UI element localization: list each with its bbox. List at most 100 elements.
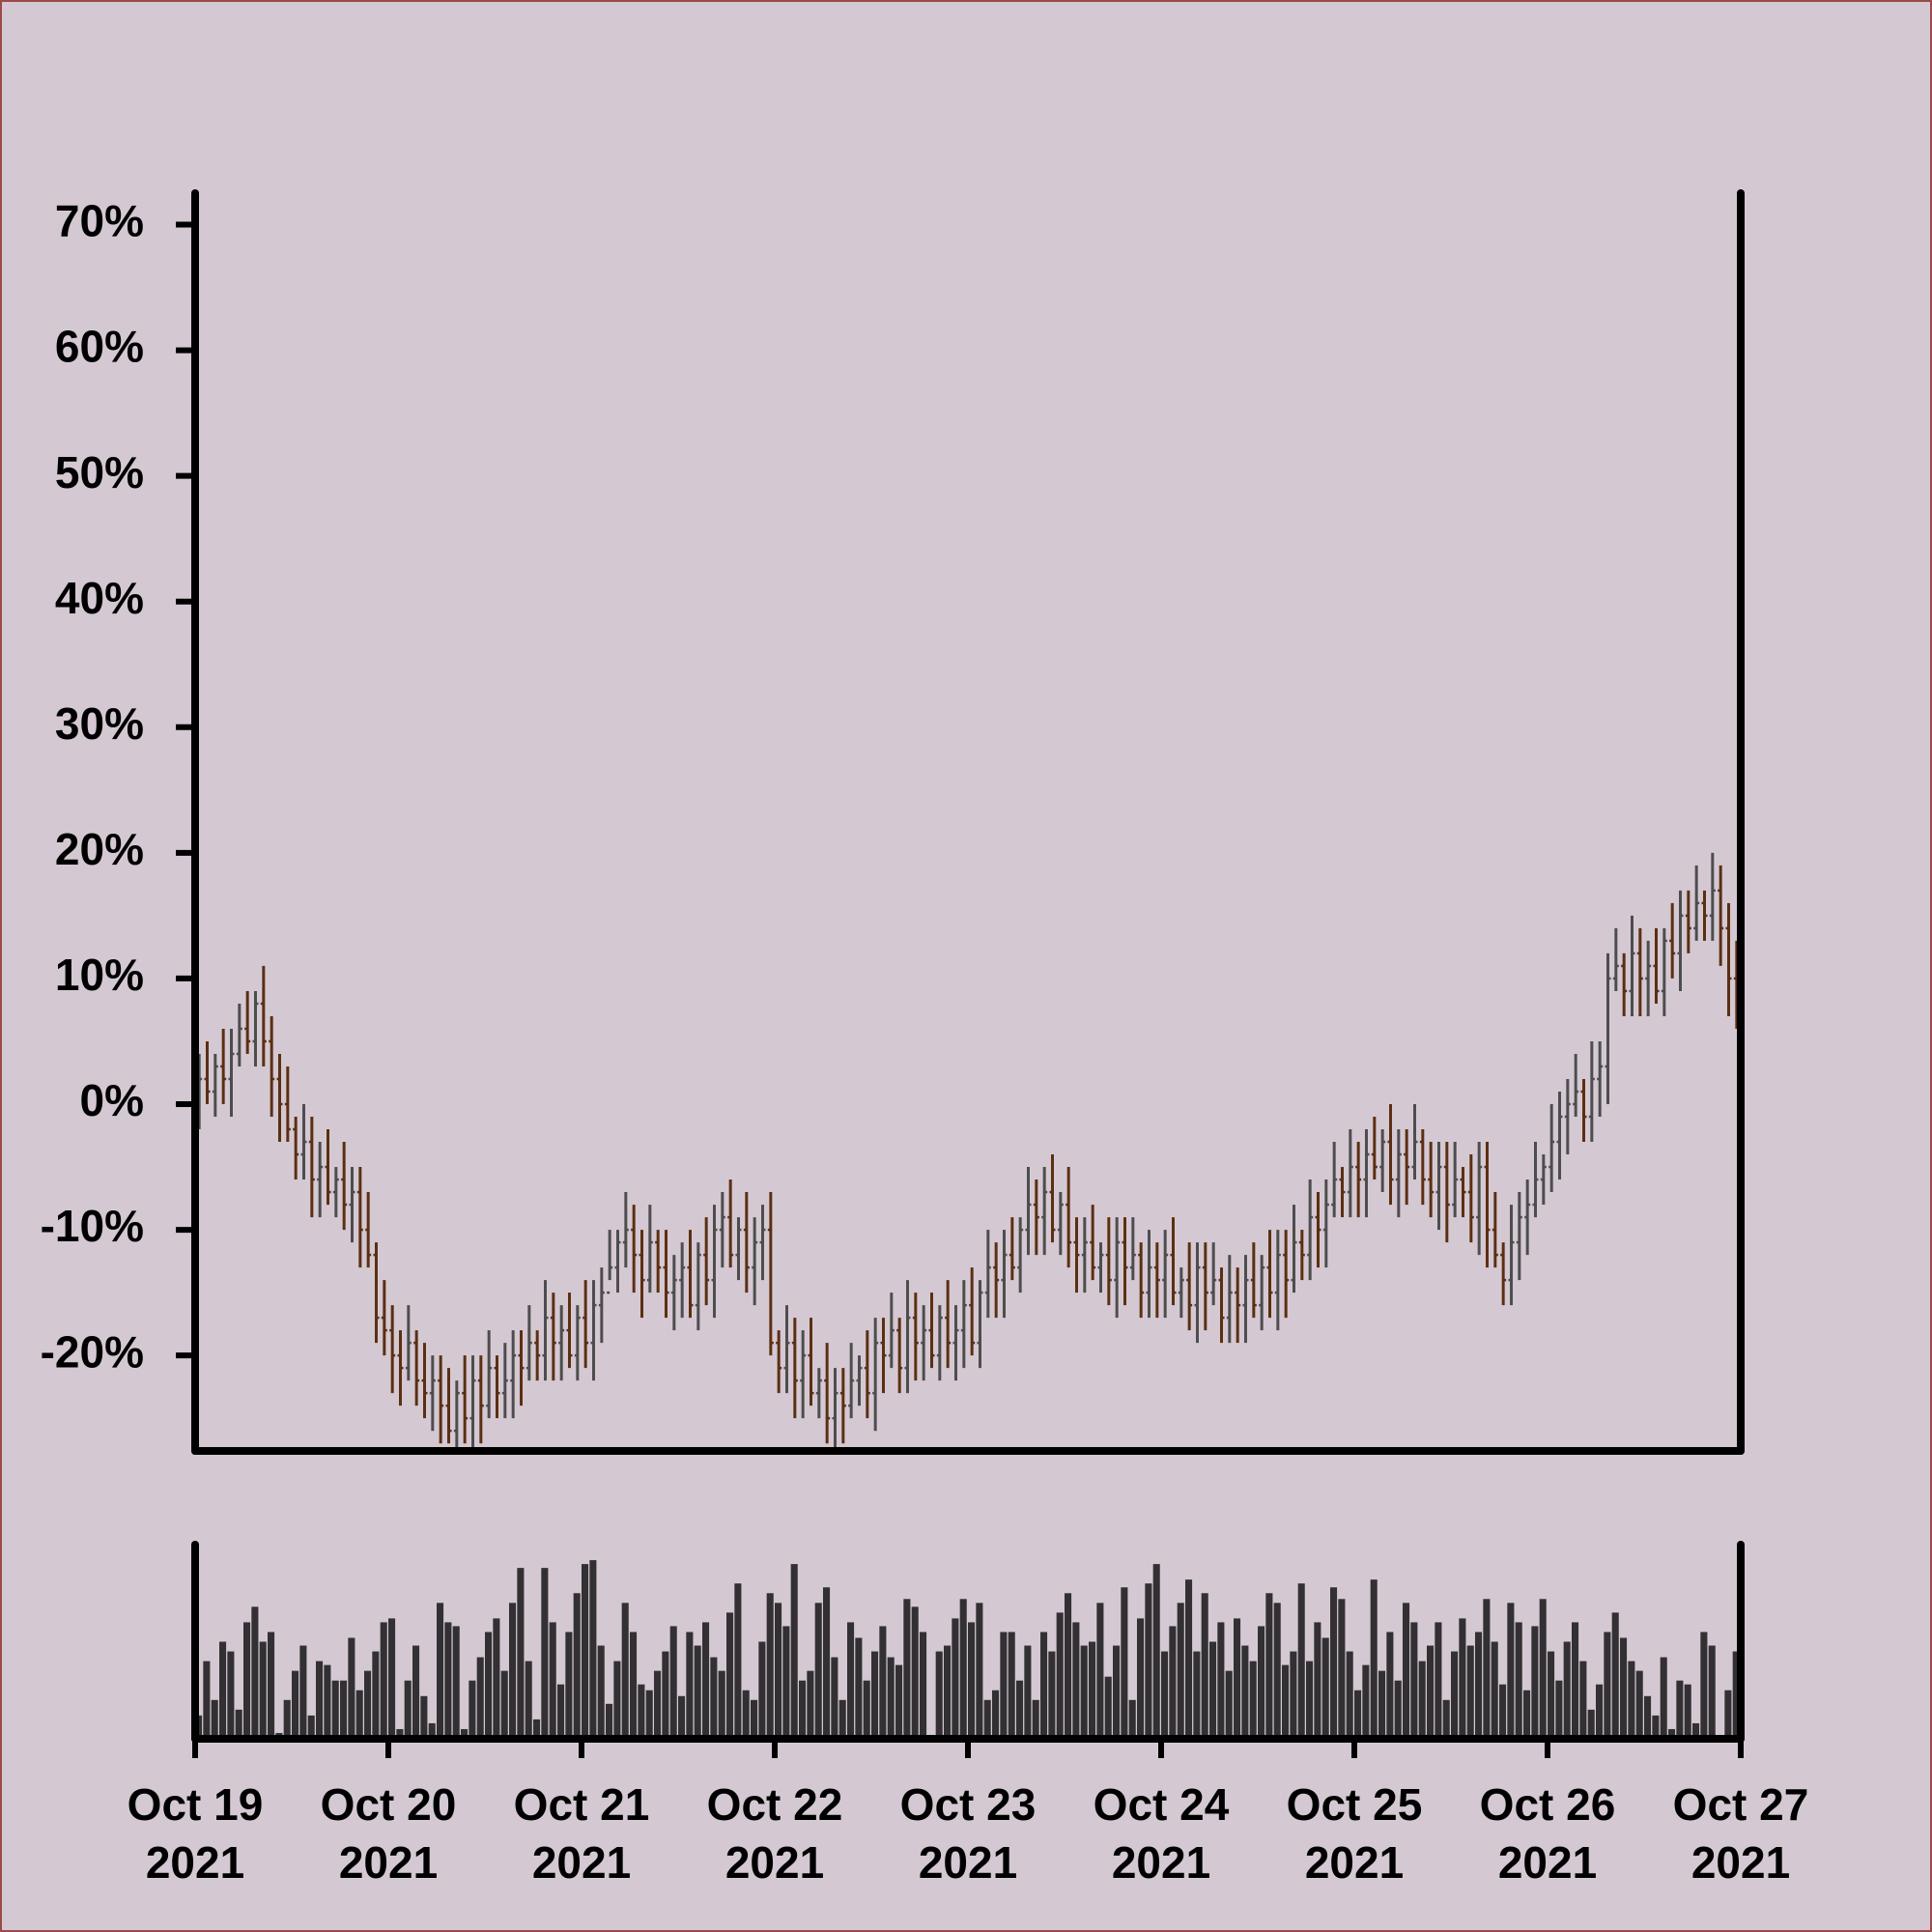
y-tick-label: -20% — [41, 1326, 144, 1377]
volume-bar — [1113, 1645, 1121, 1739]
volume-bar — [1555, 1680, 1563, 1739]
volume-bar — [1089, 1641, 1096, 1739]
volume-bar — [1587, 1709, 1595, 1739]
y-tick-label: -10% — [41, 1201, 144, 1251]
volume-bar — [1193, 1651, 1201, 1739]
volume-bar — [1000, 1632, 1008, 1739]
volume-bar — [654, 1670, 662, 1739]
y-tick-label: 40% — [55, 573, 144, 623]
volume-bar — [404, 1680, 412, 1739]
volume-bar — [1579, 1661, 1587, 1739]
y-tick-label: 50% — [55, 447, 144, 497]
volume-bar — [1209, 1641, 1217, 1739]
volume-bar — [968, 1622, 976, 1739]
volume-bar — [1241, 1645, 1249, 1739]
volume-bar — [1491, 1641, 1498, 1739]
volume-bar — [1065, 1593, 1072, 1739]
y-tick-label: 30% — [55, 698, 144, 749]
volume-bar — [1354, 1690, 1362, 1739]
volume-bar — [1177, 1603, 1184, 1739]
volume-bar — [340, 1680, 348, 1739]
volume-bar — [235, 1709, 242, 1739]
volume-bar — [380, 1622, 387, 1739]
volume-bar — [1403, 1603, 1410, 1739]
volume-bar — [1282, 1664, 1290, 1739]
volume-bar — [766, 1593, 774, 1739]
volume-bar — [420, 1695, 428, 1739]
volume-bar — [227, 1651, 235, 1739]
volume-bar — [1410, 1622, 1418, 1739]
volume-bar — [211, 1699, 218, 1739]
volume-bar — [1466, 1645, 1474, 1739]
volume-bar — [638, 1684, 645, 1739]
volume-bar — [1515, 1622, 1522, 1739]
volume-bar — [1732, 1651, 1740, 1739]
volume-bar — [1080, 1645, 1088, 1739]
volume-bar — [1668, 1728, 1676, 1739]
volume-bar — [1185, 1579, 1193, 1739]
volume-bar — [476, 1657, 484, 1739]
volume-bar — [903, 1599, 911, 1739]
volume-bar — [1523, 1690, 1531, 1739]
volume-bar — [597, 1645, 605, 1739]
volume-bar — [1338, 1599, 1346, 1739]
x-tick-label: Oct 25 2021 — [1286, 1779, 1423, 1888]
x-tick-label: Oct 22 2021 — [706, 1779, 843, 1888]
volume-bar — [307, 1715, 315, 1739]
volume-bar — [1273, 1603, 1281, 1739]
volume-bar — [1418, 1661, 1426, 1739]
volume-bar — [831, 1657, 838, 1739]
volume-bar — [573, 1593, 581, 1739]
volume-bar — [847, 1622, 855, 1739]
volume-bar — [500, 1670, 508, 1739]
volume-bar — [863, 1680, 870, 1739]
volume-bar — [895, 1664, 903, 1739]
volume-bar — [838, 1699, 846, 1739]
volume-bar — [1394, 1680, 1402, 1739]
volume-bar — [1684, 1684, 1691, 1739]
volume-bar — [758, 1641, 766, 1739]
volume-bar — [1249, 1661, 1257, 1739]
volume-bar — [1258, 1626, 1265, 1739]
volume-bar — [348, 1637, 355, 1739]
frame — [191, 189, 1745, 1743]
volume-bar — [589, 1560, 597, 1739]
volume-bar — [944, 1645, 952, 1739]
volume-bar — [1008, 1632, 1015, 1739]
volume-bar — [219, 1641, 227, 1739]
volume-bar — [935, 1651, 943, 1739]
volume-bar — [1346, 1651, 1353, 1739]
volume-bar — [299, 1645, 307, 1739]
volume-bar — [630, 1632, 638, 1739]
volume-bar — [541, 1568, 549, 1739]
volume-bar — [461, 1728, 469, 1739]
volume-bar — [799, 1680, 807, 1739]
volume-bar — [324, 1664, 331, 1739]
x-tick-label: Oct 23 2021 — [899, 1779, 1037, 1888]
volume-bar — [911, 1606, 919, 1739]
volume-bar — [452, 1626, 460, 1739]
volume-bar — [1265, 1593, 1273, 1739]
volume-bar — [1539, 1599, 1547, 1739]
volume-bar — [1016, 1680, 1024, 1739]
x-tick-label: Oct 27 2021 — [1672, 1779, 1809, 1888]
volume-bar — [493, 1618, 500, 1739]
volume-bar — [959, 1599, 967, 1739]
volume-bar — [678, 1695, 686, 1739]
volume-bar — [920, 1632, 927, 1739]
volume-bar — [1435, 1622, 1442, 1739]
volume-bar — [1628, 1661, 1635, 1739]
volume-bar — [1611, 1612, 1619, 1739]
volume-bar — [1104, 1676, 1112, 1739]
volume-bar — [751, 1699, 758, 1739]
x-tick-label: Oct 19 2021 — [127, 1779, 264, 1888]
volume-bar — [1499, 1684, 1507, 1739]
volume-bar — [1451, 1651, 1459, 1739]
volume-bar — [1024, 1645, 1032, 1739]
volume-bar — [645, 1690, 653, 1739]
volume-bar — [1096, 1603, 1104, 1739]
volume-bar — [1297, 1583, 1305, 1739]
x-tick-label: Oct 26 2021 — [1479, 1779, 1616, 1888]
x-tick-label: Oct 20 2021 — [320, 1779, 457, 1888]
